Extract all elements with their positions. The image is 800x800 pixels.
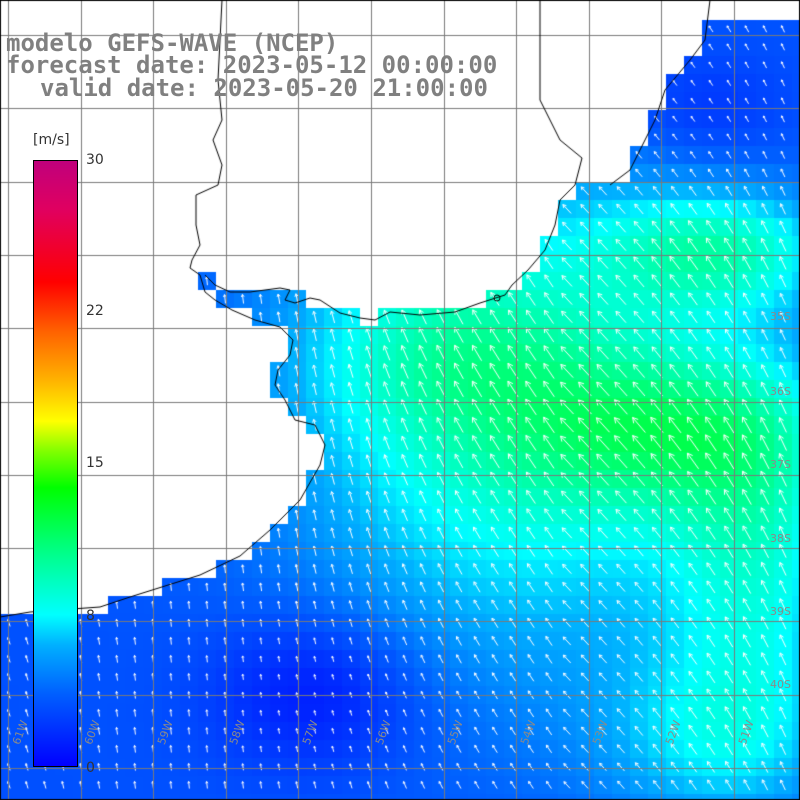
lat-label: 40S [770, 678, 791, 691]
colorbar-tick: 8 [86, 608, 95, 624]
lat-label: 36S [770, 385, 791, 398]
colorbar-tick: 22 [86, 303, 104, 319]
lat-label: 35S [770, 310, 791, 323]
forecast-date: forecast date: 2023-05-12 00:00:00 [6, 51, 498, 79]
colorbar-tick: 15 [86, 455, 104, 471]
lat-label: 38S [770, 532, 791, 545]
colorbar [33, 160, 78, 767]
lat-label: 37S [770, 458, 791, 471]
valid-date: valid date: 2023-05-20 21:00:00 [40, 74, 488, 102]
colorbar-units: [m/s] [33, 132, 70, 148]
colorbar-tick-max: 30 [86, 152, 104, 168]
colorbar-tick-min: 0 [86, 760, 95, 776]
model-title: modelo GEFS-WAVE (NCEP) [6, 29, 339, 57]
lat-label: 39S [770, 605, 791, 618]
